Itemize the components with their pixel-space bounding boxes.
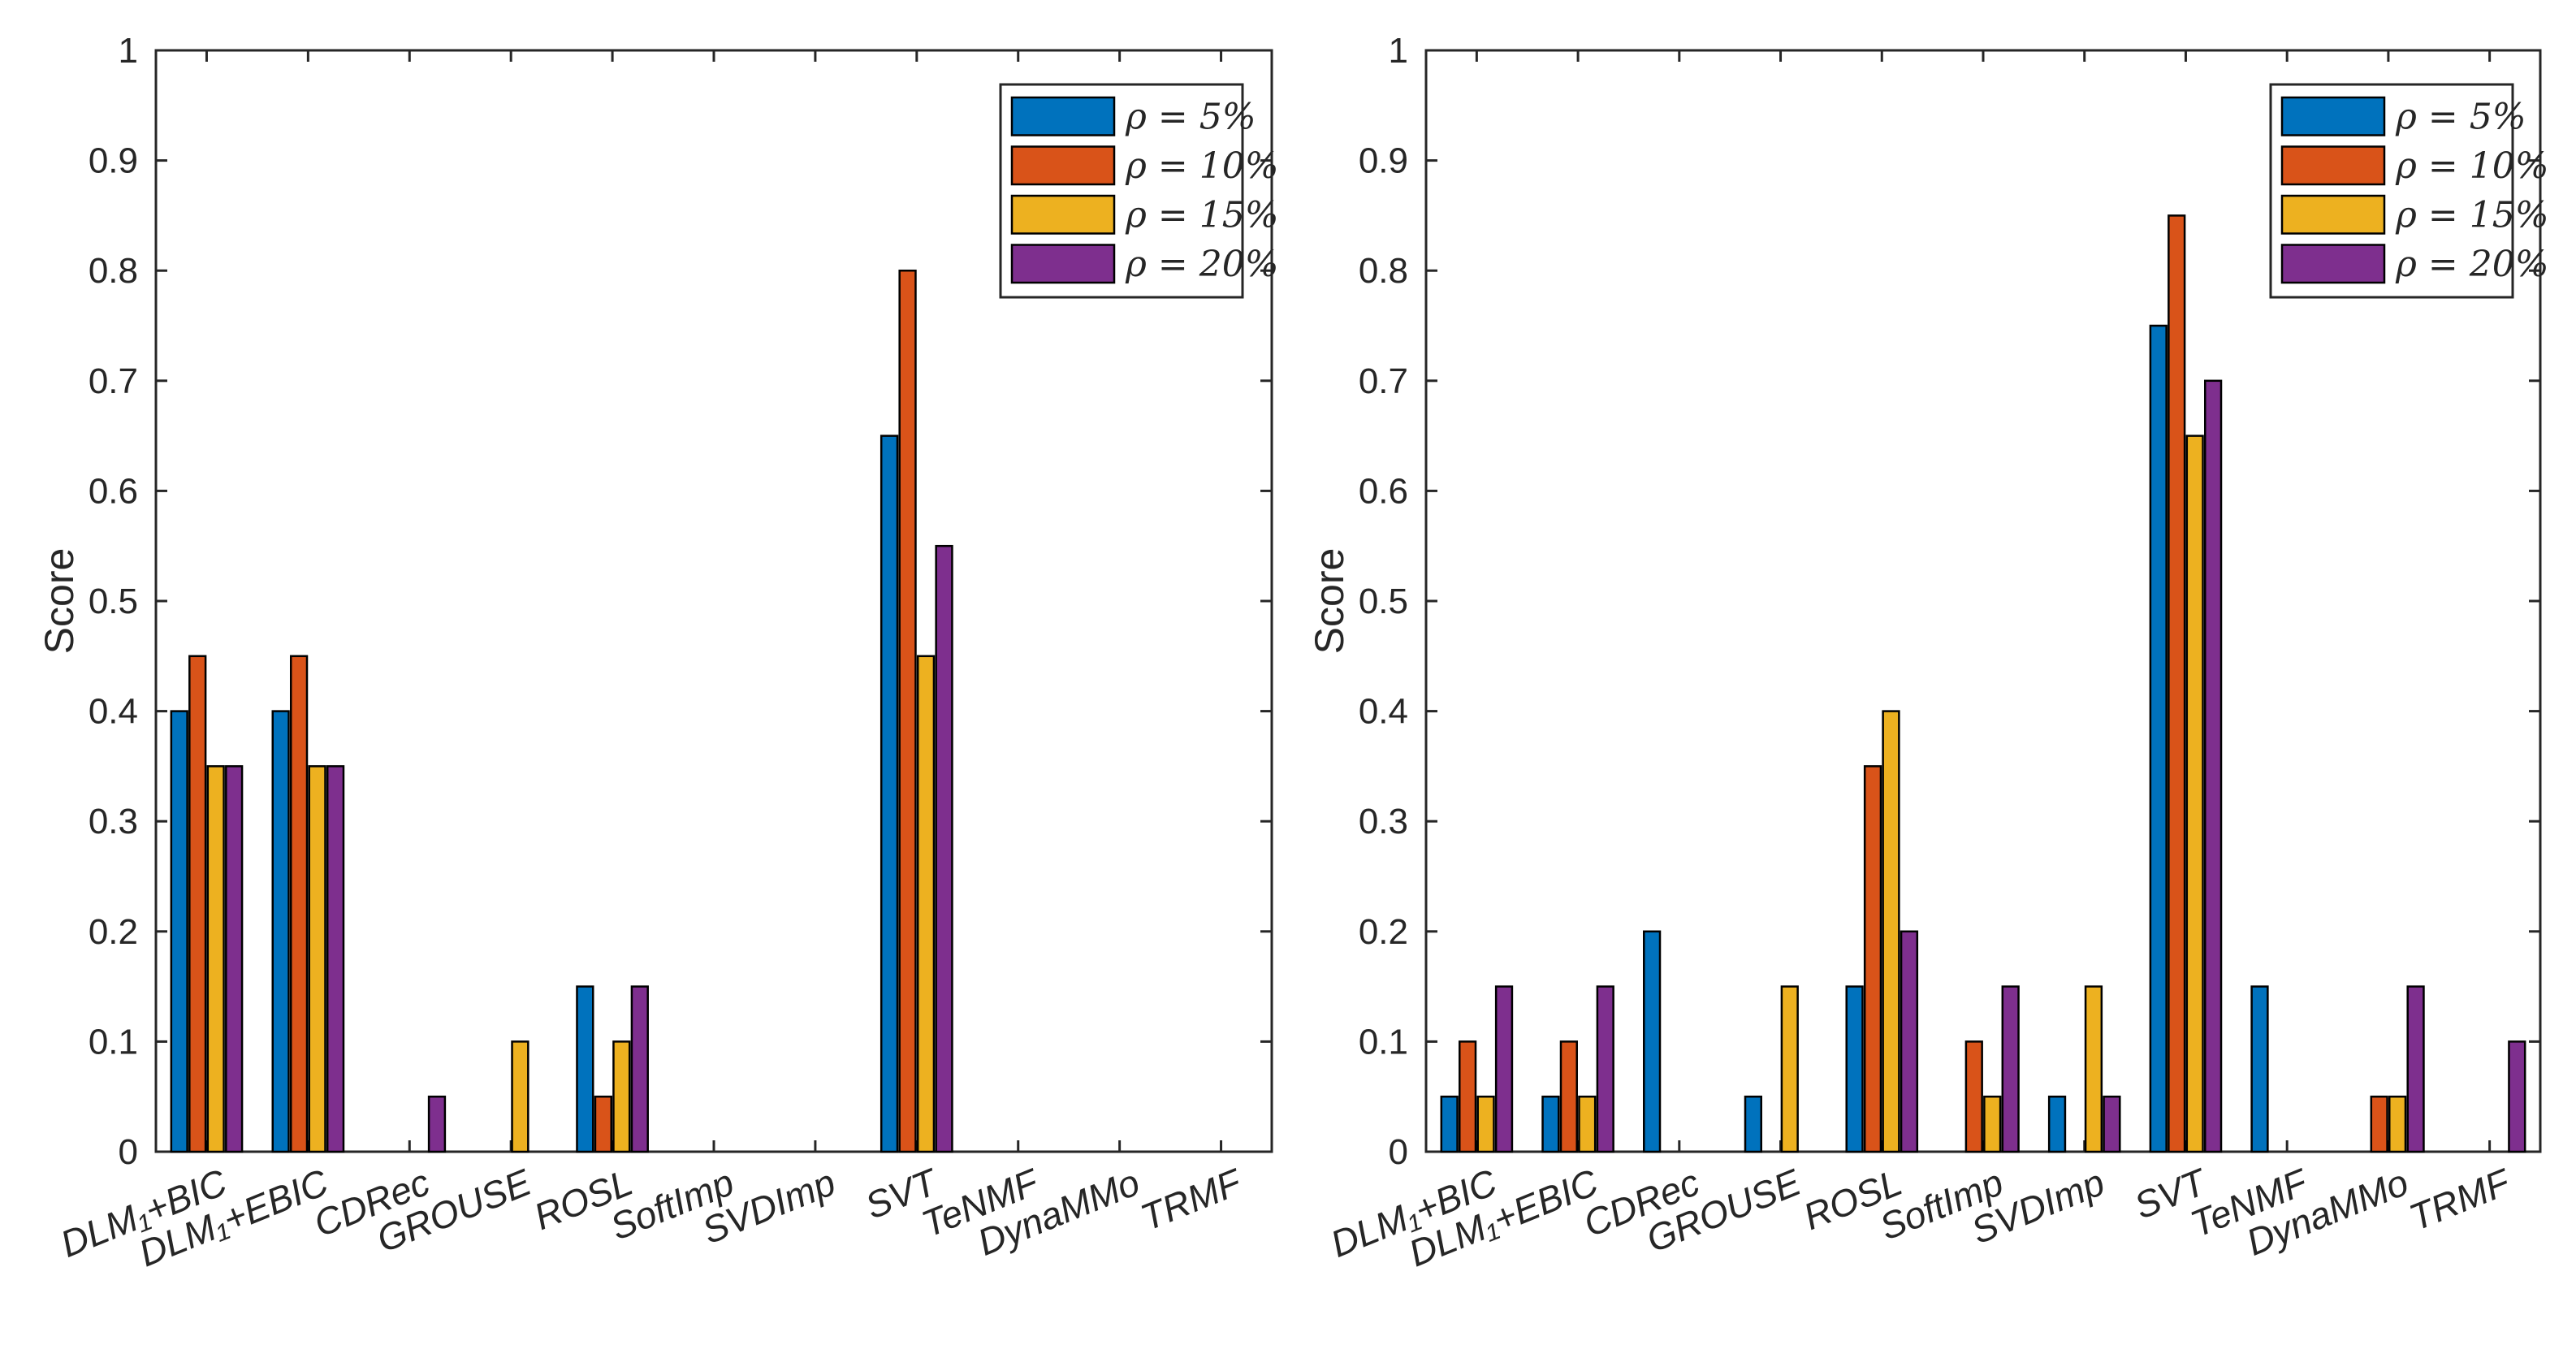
y-tick-label: 0.7 bbox=[1359, 361, 1408, 401]
y-tick-label: 0.7 bbox=[89, 361, 138, 401]
legend: ρ = 5% ρ = 10% ρ = 15% ρ = 20% bbox=[999, 83, 1279, 299]
y-axis-label: Score bbox=[1307, 548, 1352, 655]
bar bbox=[1845, 985, 1864, 1153]
bar bbox=[916, 655, 936, 1153]
y-tick-label: 0.6 bbox=[1359, 471, 1408, 511]
y-tick-label: 0.1 bbox=[1359, 1022, 1408, 1062]
y-tick-label: 0.5 bbox=[1359, 582, 1408, 621]
bar bbox=[1440, 1095, 1459, 1153]
bar bbox=[612, 1040, 631, 1153]
y-tick-label: 0.1 bbox=[89, 1022, 138, 1062]
y-tick-label: 0.6 bbox=[89, 471, 138, 511]
bar bbox=[2001, 985, 2020, 1153]
legend-label: ρ = 10% bbox=[2395, 145, 2549, 187]
bar bbox=[1578, 1095, 1597, 1153]
legend-swatch bbox=[1010, 194, 1116, 235]
legend-swatch bbox=[1010, 96, 1116, 136]
y-tick-label: 0.4 bbox=[89, 692, 138, 732]
legend: ρ = 5% ρ = 10% ρ = 15% ρ = 20% bbox=[2269, 83, 2549, 299]
bar bbox=[308, 765, 326, 1153]
bar bbox=[289, 655, 309, 1153]
bar bbox=[326, 765, 345, 1153]
bar bbox=[1780, 985, 1799, 1153]
bar bbox=[2508, 1040, 2526, 1153]
bar bbox=[1559, 1040, 1578, 1153]
legend-label: ρ = 15% bbox=[1125, 194, 1279, 236]
bar bbox=[2204, 379, 2223, 1153]
chart-left: 00.10.20.30.40.50.60.70.80.91ScoreDLM₁+B… bbox=[37, 31, 1279, 1274]
legend-swatch bbox=[1010, 244, 1116, 284]
legend-swatch bbox=[2280, 194, 2386, 235]
bar bbox=[2103, 1095, 2121, 1153]
legend-swatch bbox=[2280, 145, 2386, 186]
y-tick-label: 0.8 bbox=[89, 251, 138, 291]
bar bbox=[1964, 1040, 1983, 1153]
bar bbox=[511, 1040, 529, 1153]
bar bbox=[1494, 985, 1514, 1153]
bar bbox=[1541, 1095, 1560, 1153]
y-tick-label: 0.9 bbox=[89, 141, 138, 181]
bar bbox=[225, 765, 244, 1153]
legend-label: ρ = 20% bbox=[1125, 244, 1279, 285]
bar bbox=[1900, 930, 1919, 1153]
bar bbox=[271, 710, 290, 1153]
bar bbox=[2047, 1095, 2067, 1153]
bar bbox=[2149, 324, 2168, 1153]
y-tick-label: 0.5 bbox=[89, 582, 138, 621]
bar bbox=[1863, 765, 1882, 1153]
bar bbox=[2185, 435, 2204, 1153]
bar bbox=[594, 1095, 612, 1153]
y-axis-label: Score bbox=[37, 548, 82, 655]
y-tick-label: 0.2 bbox=[1359, 912, 1408, 952]
bar bbox=[2406, 985, 2425, 1153]
bar bbox=[2168, 214, 2186, 1153]
legend-label: ρ = 5% bbox=[1125, 96, 1256, 137]
bar bbox=[1744, 1095, 1762, 1153]
bar bbox=[2250, 985, 2269, 1153]
bar bbox=[1459, 1040, 1477, 1153]
legend-label: ρ = 5% bbox=[2395, 96, 2526, 137]
bar bbox=[1983, 1095, 2002, 1153]
y-tick-label: 0.9 bbox=[1359, 141, 1408, 181]
legend-swatch bbox=[2280, 244, 2386, 284]
bar bbox=[935, 544, 953, 1153]
y-tick-label: 1 bbox=[119, 31, 138, 71]
bar bbox=[2084, 985, 2103, 1153]
y-tick-label: 0.2 bbox=[89, 912, 138, 952]
bar bbox=[2388, 1095, 2407, 1153]
legend-label: ρ = 15% bbox=[2395, 194, 2549, 236]
y-tick-label: 0.3 bbox=[1359, 802, 1408, 841]
bar bbox=[630, 985, 649, 1153]
bar bbox=[2370, 1095, 2388, 1153]
bar bbox=[170, 710, 188, 1153]
legend-label: ρ = 10% bbox=[1125, 145, 1279, 187]
bar bbox=[1596, 985, 1614, 1153]
legend-swatch bbox=[2280, 96, 2386, 136]
bar bbox=[206, 765, 225, 1153]
bar bbox=[188, 655, 207, 1153]
legend-label: ρ = 20% bbox=[2395, 244, 2549, 285]
bar bbox=[427, 1095, 447, 1153]
legend-swatch bbox=[1010, 145, 1116, 186]
y-tick-label: 0 bbox=[119, 1132, 138, 1172]
bar bbox=[576, 985, 594, 1153]
y-tick-label: 0.8 bbox=[1359, 251, 1408, 291]
y-tick-label: 0 bbox=[1389, 1132, 1408, 1172]
bar bbox=[1476, 1095, 1495, 1153]
bar bbox=[880, 435, 899, 1153]
y-tick-label: 0.4 bbox=[1359, 692, 1408, 732]
bar bbox=[898, 269, 917, 1153]
chart-right: 00.10.20.30.40.50.60.70.80.91ScoreDLM₁+B… bbox=[1307, 31, 2549, 1274]
y-tick-label: 0.3 bbox=[89, 802, 138, 841]
bar bbox=[1882, 710, 1900, 1153]
y-tick-label: 1 bbox=[1389, 31, 1408, 71]
bar bbox=[1643, 930, 1662, 1153]
